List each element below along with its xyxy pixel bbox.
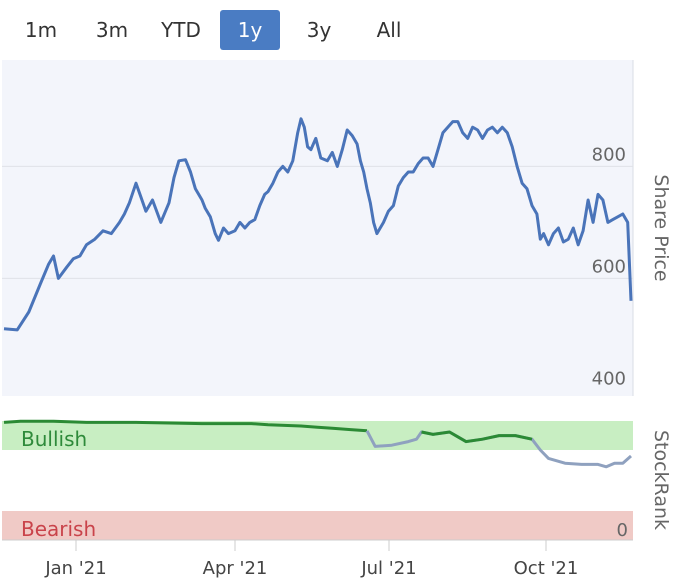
- tab-3y[interactable]: 3y: [306, 18, 332, 42]
- x-tick-label: Apr '21: [203, 558, 268, 579]
- tab-ytd[interactable]: YTD: [161, 18, 201, 42]
- tab-1m[interactable]: 1m: [24, 18, 58, 42]
- price-tick-label: 400: [592, 368, 626, 389]
- x-tick-label: Oct '21: [514, 558, 579, 579]
- rank-axis-label: StockRank: [650, 430, 672, 530]
- price-plot-area: [2, 60, 633, 396]
- rank-series-bullish-mid: [421, 430, 533, 444]
- rank-series-bullish: [3, 419, 368, 433]
- x-tick-label: Jan '21: [44, 558, 106, 579]
- tab-3m[interactable]: 3m: [95, 18, 129, 42]
- price-tick-label: 600: [592, 256, 626, 277]
- range-tabs: 1m 3m YTD 1y 3y All: [0, 8, 430, 50]
- tab-1y[interactable]: 1y: [220, 10, 280, 50]
- rank-tick-label: 0: [617, 520, 628, 541]
- price-series-line: [3, 117, 633, 332]
- price-tick-label: 800: [592, 144, 626, 165]
- bearish-label: Bearish: [21, 517, 96, 541]
- x-tick-label: Jul '21: [360, 558, 416, 579]
- price-axis-label: Share Price: [650, 174, 672, 281]
- bullish-label: Bullish: [21, 427, 87, 451]
- bearish-band: [2, 511, 633, 540]
- tab-all[interactable]: All: [376, 18, 402, 42]
